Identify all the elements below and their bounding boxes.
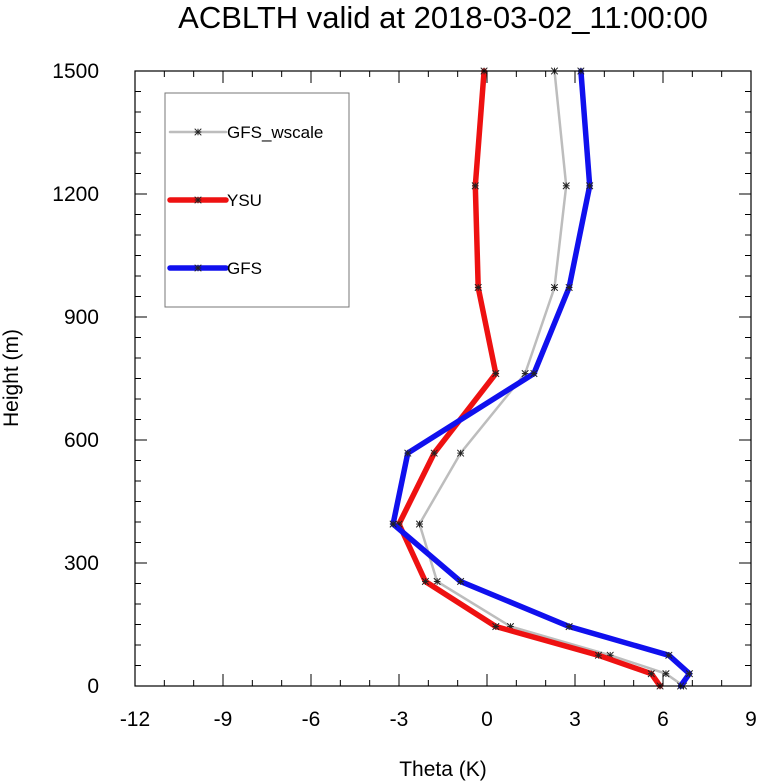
- gfs-point-7: [530, 369, 538, 378]
- gfs-point-1: [685, 670, 694, 678]
- gfs-point-3: [565, 622, 573, 631]
- gfs-wscale-point-4: [433, 577, 441, 586]
- legend-label-gfs: GFS: [227, 259, 262, 278]
- gfs-wscale-point-5: [415, 520, 424, 528]
- ysu-point-3-stroke-3: [492, 622, 500, 631]
- chart-title: ACBLTH valid at 2018-03-02_11:00:00: [178, 0, 708, 35]
- ysu-point-4-stroke-3: [421, 577, 430, 586]
- y-tick-label-0: 0: [87, 675, 99, 698]
- gfs-wscale-point-4-stroke-3: [433, 577, 441, 586]
- series-gfs-wscale: [415, 67, 688, 690]
- x-tick-label-6: 6: [657, 708, 669, 731]
- x-tick-label-0: -12: [120, 708, 150, 731]
- legend-items: GFS_wscale YSU GFS: [167, 123, 323, 278]
- gfs-point-3-stroke-3: [565, 622, 573, 631]
- x-tick-label-2: -6: [302, 708, 321, 731]
- ysu-point-1: [647, 670, 655, 678]
- gfs-point-4: [456, 577, 465, 586]
- axis-layer: -12 -9 -6 -3 0 3 6 9 0 300 600 900 1200 1500: [52, 60, 757, 731]
- legend-gfs-wscale-point-legend-stroke-3: [194, 128, 202, 136]
- gfs-point-8-stroke-3: [565, 283, 573, 292]
- ysu-point-6: [430, 449, 438, 457]
- gfs-wscale-point-6-stroke-3: [456, 449, 465, 457]
- ysu-point-8-stroke-3: [474, 283, 482, 292]
- y-axis-label: Height (m): [0, 329, 23, 427]
- ysu-point-6-stroke-3: [430, 449, 438, 457]
- ysu-point-2: [594, 651, 603, 659]
- x-tick-label-7: 9: [745, 708, 757, 731]
- series-layer: [389, 67, 694, 690]
- legend-gfs-point-legend: [194, 264, 202, 272]
- legend-gfs-wscale-point-legend: [194, 128, 202, 136]
- x-tick-label-4: 0: [481, 708, 493, 731]
- gfs-point-5-stroke-3: [389, 520, 397, 528]
- y-tick-label-1: 300: [64, 552, 99, 575]
- gfs-point-2-stroke-3: [665, 651, 673, 659]
- gfs-wscale-point-7-stroke-3: [521, 369, 529, 378]
- gfs-point-4-stroke-3: [456, 577, 465, 586]
- ysu-point-9: [471, 182, 479, 190]
- y-tick-label-5: 1500: [52, 60, 99, 83]
- x-axis-label: Theta (K): [399, 758, 487, 781]
- legend-label-gfs-wscale: GFS_wscale: [227, 123, 323, 142]
- legend-item-gfs: GFS: [167, 259, 262, 278]
- gfs-wscale-point-5-stroke-3: [415, 520, 424, 528]
- ysu-point-3: [492, 622, 500, 631]
- gfs-wscale-point-9-stroke-3: [562, 182, 570, 190]
- series-line-gfs-wscale: [418, 69, 685, 688]
- gfs-point-5: [389, 520, 397, 528]
- gfs-wscale-point-1-stroke-3: [662, 670, 670, 678]
- x-tick-label-1: -9: [214, 708, 233, 731]
- x-tick-label-5: 3: [569, 708, 581, 731]
- gfs-wscale-point-9: [562, 182, 570, 190]
- legend-item-ysu: YSU: [167, 191, 262, 210]
- gfs-point-6: [404, 449, 412, 457]
- y-tick-label-3: 900: [64, 306, 99, 329]
- gfs-wscale-point-1: [662, 670, 670, 678]
- gfs-wscale-point-8: [550, 283, 559, 292]
- gfs-point-2: [665, 651, 673, 659]
- gfs-point-9-stroke-3: [586, 182, 594, 190]
- legend-gfs-point-legend-stroke-3: [194, 264, 202, 272]
- series-gfs: [389, 67, 694, 690]
- x-tick-label-3: -3: [390, 708, 409, 731]
- gfs-point-1-stroke-3: [685, 670, 694, 678]
- ysu-point-8: [474, 283, 482, 292]
- y-tick-label-4: 1200: [52, 183, 99, 206]
- legend: GFS_wscale YSU GFS: [164, 92, 350, 308]
- gfs-point-8: [565, 283, 573, 292]
- gfs-point-6-stroke-3: [404, 449, 412, 457]
- ysu-point-1-stroke-3: [647, 670, 655, 678]
- gfs-wscale-point-8-stroke-3: [550, 283, 559, 292]
- ysu-point-4: [421, 577, 430, 586]
- ysu-point-2-stroke-3: [594, 651, 603, 659]
- legend-item-gfs-wscale: GFS_wscale: [168, 123, 323, 142]
- ysu-point-7-stroke-3: [492, 369, 500, 378]
- legend-label-ysu: YSU: [227, 191, 262, 210]
- series-line-gfs: [390, 68, 693, 689]
- gfs-point-7-stroke-3: [530, 369, 538, 378]
- y-tick-label-2: 600: [64, 429, 99, 452]
- legend-ysu-point-legend: [194, 196, 202, 204]
- gfs-wscale-point-6: [456, 449, 465, 457]
- legend-ysu-point-legend-stroke-3: [194, 196, 202, 204]
- ysu-point-7: [492, 369, 500, 378]
- gfs-point-9: [586, 182, 594, 190]
- ysu-point-9-stroke-3: [471, 182, 479, 190]
